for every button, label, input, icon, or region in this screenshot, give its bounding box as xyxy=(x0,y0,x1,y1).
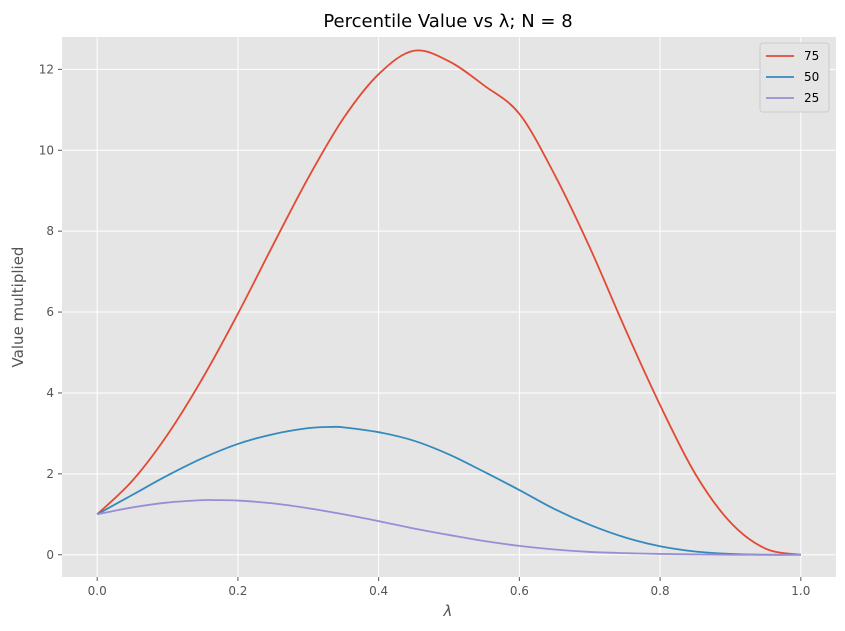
x-tick-label: 0.4 xyxy=(369,584,388,598)
x-tick-label: 0.2 xyxy=(228,584,247,598)
series-line-75 xyxy=(96,49,801,556)
x-tick-label: 1.0 xyxy=(791,584,810,598)
y-tick-label: 12 xyxy=(39,62,54,76)
legend: 75 50 25 xyxy=(759,42,830,113)
series-lines xyxy=(96,49,801,556)
legend-label-25: 25 xyxy=(804,91,819,105)
y-tick-label: 6 xyxy=(46,305,54,319)
x-tick-label: 0.0 xyxy=(88,584,107,598)
x-axis-label: λ xyxy=(443,602,453,620)
legend-label-75: 75 xyxy=(804,49,819,63)
legend-label-50: 50 xyxy=(804,70,819,84)
x-tick-label: 0.6 xyxy=(510,584,529,598)
y-tick-label: 4 xyxy=(46,386,54,400)
y-tick-label: 8 xyxy=(46,224,54,238)
y-tick-label: 2 xyxy=(46,467,54,481)
series-line-25 xyxy=(97,499,801,556)
y-tick-label: 0 xyxy=(46,548,54,562)
plot-background xyxy=(62,37,836,577)
grid xyxy=(62,37,836,577)
x-axis-ticks: 0.0 0.2 0.4 0.6 0.8 1.0 xyxy=(88,577,810,598)
y-tick-label: 10 xyxy=(39,143,54,157)
y-axis-label: Value multiplied xyxy=(9,247,27,368)
series-line-50 xyxy=(96,425,801,556)
y-axis-ticks: 0 2 4 6 8 10 12 xyxy=(39,62,62,562)
x-tick-label: 0.8 xyxy=(651,584,670,598)
legend-box xyxy=(759,42,830,113)
chart-title: Percentile Value vs λ; N = 8 xyxy=(323,11,572,32)
